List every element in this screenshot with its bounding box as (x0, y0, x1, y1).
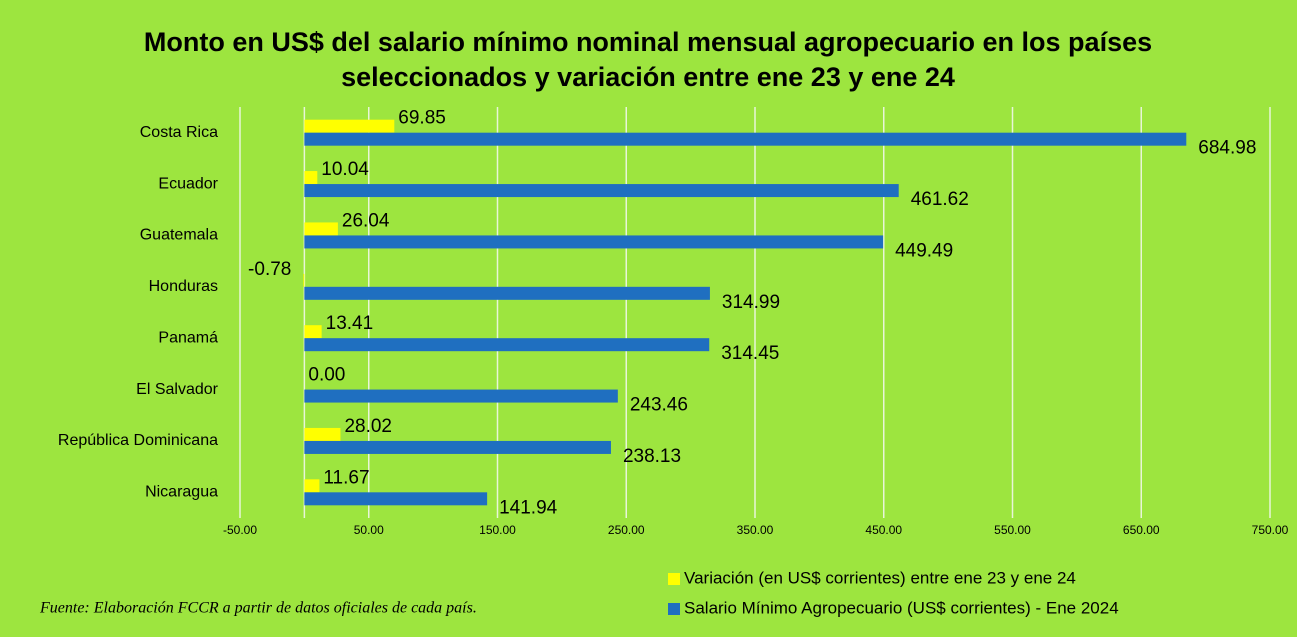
x-tick-label: -50.00 (223, 523, 257, 537)
bar (304, 119, 395, 133)
data-label: 28.02 (344, 416, 392, 437)
x-tick-label: 50.00 (354, 523, 384, 537)
data-label: 10.04 (321, 159, 369, 180)
data-label: 13.41 (326, 313, 374, 334)
y-tick-label: Ecuador (158, 175, 218, 192)
legend-label: Variación (en US$ corrientes) entre ene … (684, 568, 1076, 587)
chart-title: seleccionados y variación entre ene 23 y… (341, 62, 955, 92)
bar (304, 286, 710, 300)
bar (304, 171, 318, 185)
bar (304, 440, 611, 454)
x-tick-label: 450.00 (865, 523, 902, 537)
data-label: 26.04 (342, 210, 390, 231)
x-tick-label: 650.00 (1123, 523, 1160, 537)
y-tick-label: Honduras (149, 278, 218, 295)
data-label: 11.67 (323, 467, 369, 488)
source-note: Fuente: Elaboración FCCR a partir de dat… (39, 600, 477, 617)
legend-label: Salario Mínimo Agropecuario (US$ corrien… (684, 598, 1119, 617)
chart-title: Monto en US$ del salario mínimo nominal … (144, 27, 1152, 57)
bar (304, 325, 322, 339)
bar (304, 222, 338, 236)
bar (303, 273, 305, 287)
x-tick-label: 750.00 (1252, 523, 1289, 537)
bar (304, 235, 884, 249)
bar (304, 338, 710, 352)
data-label: 314.45 (721, 343, 779, 364)
data-label: 238.13 (623, 446, 681, 467)
y-tick-label: El Salvador (136, 381, 218, 398)
data-label: 69.85 (398, 108, 446, 129)
bar (304, 132, 1187, 146)
y-tick-label: Costa Rica (140, 124, 218, 141)
data-label: -0.78 (248, 259, 291, 280)
data-label: 141.94 (499, 497, 558, 518)
bar (304, 184, 899, 198)
data-label: 243.46 (630, 395, 688, 416)
y-tick-label: Guatemala (140, 227, 218, 244)
legend-swatch (668, 573, 680, 585)
legend-swatch (668, 603, 680, 615)
data-label: 449.49 (895, 240, 953, 261)
data-label: 0.00 (308, 365, 345, 386)
y-tick-label: Nicaragua (145, 484, 218, 501)
bar (304, 492, 488, 506)
data-label: 461.62 (911, 189, 969, 210)
bar (304, 427, 341, 441)
bar (304, 479, 320, 493)
y-tick-label: República Dominicana (58, 432, 218, 449)
bar (304, 389, 618, 403)
data-label: 684.98 (1198, 138, 1256, 159)
y-tick-label: Panamá (158, 329, 218, 346)
x-tick-label: 550.00 (994, 523, 1031, 537)
x-tick-label: 250.00 (608, 523, 645, 537)
x-tick-label: 150.00 (479, 523, 516, 537)
data-label: 314.99 (722, 292, 780, 313)
x-tick-label: 350.00 (737, 523, 774, 537)
